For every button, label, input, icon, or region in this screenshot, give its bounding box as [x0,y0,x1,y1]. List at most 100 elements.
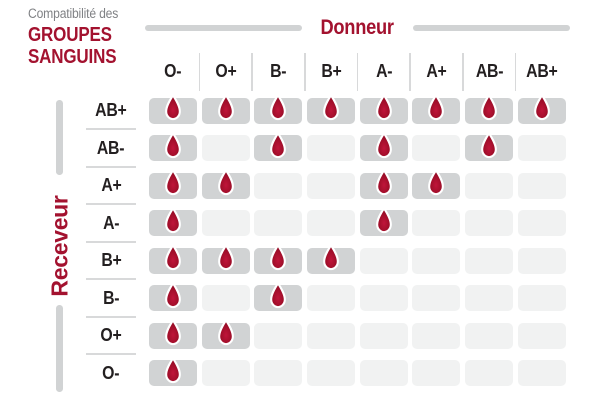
cell-AB+-from-B+ [307,94,356,124]
cell-O+-from-B- [254,322,303,349]
cell-O--from-A- [359,360,408,386]
donor-col-header-A+: A+ [412,50,464,92]
blood-drop-icon [270,281,287,308]
cell-O+-from-AB- [465,322,514,349]
cell-O+-from-O+ [201,319,250,349]
blood-drop-icon [165,281,181,308]
cell-A--from-O+ [201,210,250,236]
blood-drop-icon [375,131,392,158]
blood-drop-icon [217,169,234,196]
donor-col-header-O-: O- [149,50,201,92]
donor-col-label: A+ [426,60,447,81]
cell-B+-from-B- [254,244,303,274]
donor-column-headers: O- O+ B- B+ A- A+ AB- AB+ [149,50,566,92]
cell-AB+-from-A+ [412,94,461,124]
cell-B+-from-O- [149,244,197,274]
receiver-row-header-A-: A- [85,210,137,243]
cell-A+-from-B+ [307,172,356,199]
donor-col-header-AB-: AB- [465,50,517,92]
cell-O+-from-A+ [412,322,461,349]
receiver-axis-label: Receveur [46,195,73,297]
blood-drop-icon [217,244,234,271]
cell-B+-from-O+ [201,244,250,274]
cell-AB+-from-O- [149,94,197,124]
blood-drop-icon [270,131,287,158]
cell-A+-from-A- [359,169,408,199]
cell-AB--from-B- [254,131,303,161]
cell-AB--from-O- [149,131,197,161]
blood-drop-icon [428,169,445,196]
cell-B+-from-B+ [307,244,356,274]
donor-col-label: O- [164,60,182,81]
cell-A+-from-A+ [412,169,461,199]
blood-drop-icon [375,94,392,121]
cell-O--from-AB+ [517,360,566,386]
donor-col-label: B- [270,60,287,81]
cell-AB--from-AB- [465,131,514,161]
cell-O--from-B- [254,360,303,386]
cell-B--from-AB+ [517,285,566,311]
receiver-row-label: B- [102,287,120,308]
cell-AB--from-O+ [201,135,250,161]
cell-A--from-B- [254,210,303,236]
blood-drop-icon [165,169,181,196]
receiver-row-label: AB+ [95,100,127,120]
cell-O--from-B+ [307,360,356,386]
cell-B--from-O- [149,281,197,311]
cell-O--from-A+ [412,360,461,386]
receiver-row-label: AB- [97,137,125,158]
donor-header-line-left [145,24,303,31]
blood-drop-icon [481,131,497,158]
cell-B+-from-A- [359,247,408,274]
blood-drop-icon [270,94,287,121]
cell-AB+-from-AB- [465,94,514,124]
receiver-row-header-O-: O- [85,360,137,386]
blood-drop-icon [165,319,181,346]
blood-drop-icon [533,94,550,121]
receiver-row-header-B+: B+ [85,248,137,280]
cell-AB--from-B+ [307,135,356,161]
donor-col-label: AB+ [526,60,558,81]
cell-AB+-from-A- [359,94,408,124]
donor-header-line-right [412,24,571,31]
receiver-row-headers: AB+ AB- A+ A- B+ B- O+ O- [85,98,137,387]
cell-O+-from-A- [359,322,408,349]
donor-col-label: A- [375,60,392,81]
receiver-axis-line-top [56,100,63,175]
blood-drop-icon [323,94,339,121]
receiver-row-header-AB+: AB+ [85,98,137,130]
donor-col-header-B-: B- [254,50,306,92]
cell-AB+-from-O+ [201,94,250,124]
cell-B--from-O+ [201,285,250,311]
blood-drop-icon [375,169,392,196]
cell-AB--from-A+ [412,135,461,161]
cell-O--from-O+ [201,360,250,386]
cell-AB+-from-B- [254,94,303,124]
donor-col-label: AB- [475,60,503,81]
chart-title-line2: SANGUINS [28,45,117,68]
cell-A+-from-O+ [201,169,250,199]
donor-axis-label: Donneur [320,16,395,39]
donor-col-label: B+ [320,60,342,81]
cell-A+-from-AB- [465,172,514,199]
cell-O+-from-AB+ [517,322,566,349]
blood-drop-icon [165,94,181,121]
receiver-row-header-B-: B- [85,285,137,318]
donor-col-label: O+ [215,60,237,81]
cell-A--from-A- [359,206,408,236]
cell-B--from-A+ [412,285,461,311]
cell-A--from-A+ [412,210,461,236]
chart-title: Compatibilité des GROUPES SANGUINS [28,6,132,68]
receiver-row-label: A- [102,212,120,233]
receiver-row-label: A+ [100,175,122,195]
cell-AB+-from-AB+ [517,94,566,124]
donor-axis-header: Donneur [145,16,571,39]
cell-B--from-B+ [307,285,356,311]
cell-O+-from-O- [149,319,197,349]
cell-A--from-AB+ [517,210,566,236]
cell-AB--from-A- [359,131,408,161]
cell-O--from-O- [149,356,197,386]
cell-A--from-AB- [465,210,514,236]
receiver-row-label: O+ [100,325,122,345]
